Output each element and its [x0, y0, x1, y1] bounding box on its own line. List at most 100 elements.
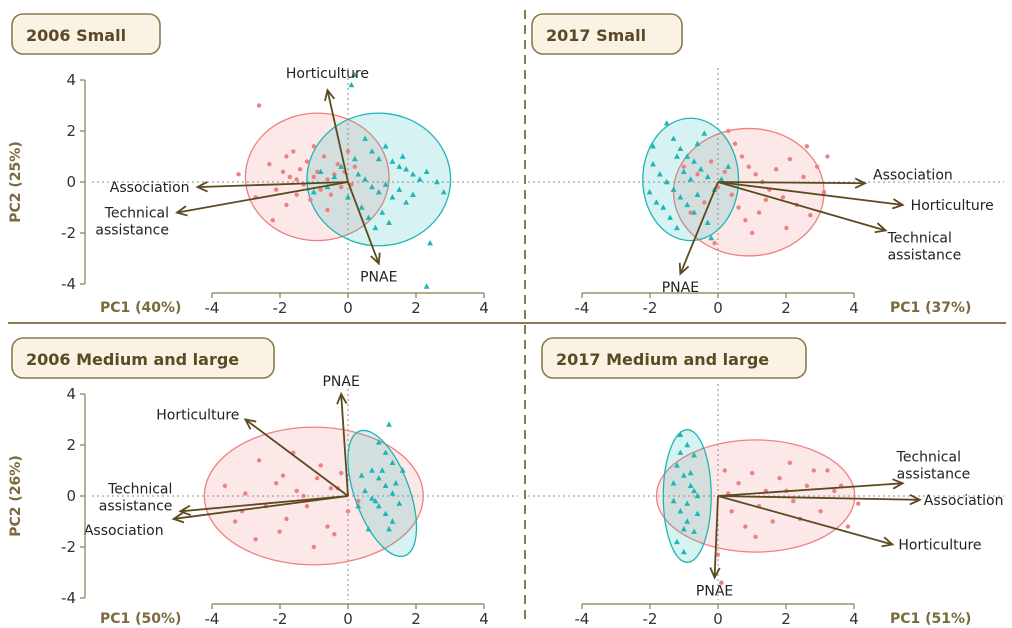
data-point	[369, 495, 375, 501]
data-point	[427, 240, 433, 246]
panel-title: 2006 Small	[26, 26, 126, 45]
x-tick-label: -4	[575, 299, 590, 317]
x-axis-label: PC1 (37%)	[890, 300, 971, 316]
x-axis: -4 -2 0 2 4	[575, 603, 859, 628]
x-tick-label: 2	[411, 610, 421, 628]
data-point	[687, 469, 694, 476]
y-tick-label: -2	[61, 224, 76, 242]
data-point	[301, 493, 306, 499]
data-point	[695, 172, 700, 177]
data-point	[691, 452, 697, 458]
x-tick-label: 0	[713, 299, 723, 317]
vector-label: PNAE	[662, 280, 699, 296]
data-point	[256, 103, 262, 108]
data-point	[814, 164, 820, 169]
data-point	[399, 467, 406, 473]
data-point	[832, 488, 837, 494]
data-point	[362, 135, 368, 141]
data-point	[718, 176, 725, 182]
data-point	[677, 145, 684, 152]
data-point	[825, 154, 830, 159]
data-point	[684, 201, 691, 208]
data-point	[318, 463, 323, 468]
y-tick-label: 2	[66, 436, 76, 454]
data-point	[410, 171, 416, 177]
panel-title-box: 2006 Medium and large	[11, 337, 275, 379]
data-point	[674, 224, 680, 231]
data-point	[743, 524, 748, 529]
data-point	[273, 187, 279, 192]
data-point	[396, 186, 403, 192]
data-point	[355, 503, 362, 509]
data-point	[856, 501, 861, 506]
data-point	[416, 176, 423, 182]
data-point	[722, 169, 728, 174]
data-point	[304, 504, 310, 509]
loading-vector	[180, 495, 349, 513]
y-tick-label: 4	[66, 385, 76, 403]
data-point	[687, 482, 694, 488]
data-point	[351, 155, 358, 162]
data-point	[732, 141, 738, 146]
data-point	[660, 204, 667, 210]
data-point	[382, 143, 389, 149]
vector-label: Association	[924, 493, 1004, 509]
data-point	[410, 191, 416, 197]
loading-vector	[326, 90, 349, 183]
data-point	[704, 173, 711, 180]
data-point	[750, 470, 755, 476]
data-point	[328, 486, 334, 491]
data-point	[356, 498, 361, 504]
data-point	[691, 209, 697, 215]
x-axis: -4 -2 0 2 4	[575, 292, 859, 317]
loading-vector	[176, 181, 349, 214]
data-point	[267, 161, 272, 167]
x-tick-label: 0	[713, 610, 723, 628]
data-point	[694, 510, 701, 517]
data-point	[722, 468, 728, 473]
data-point	[674, 153, 680, 159]
data-point	[691, 487, 697, 494]
loading-vector	[244, 418, 349, 497]
x-axis: -4 -2 0 2 4	[205, 603, 489, 628]
loading-vector	[679, 181, 719, 275]
data-point	[403, 166, 410, 172]
data-point	[729, 192, 734, 197]
data-point	[702, 200, 707, 205]
x-axis: -4 -2 0 2 4	[205, 292, 489, 317]
data-point	[423, 283, 430, 289]
data-point	[729, 509, 734, 514]
x-axis-label: PC1 (51%)	[890, 611, 971, 627]
data-point	[389, 518, 396, 524]
data-point	[328, 192, 334, 197]
data-point	[719, 580, 724, 585]
data-point	[403, 199, 410, 205]
data-point	[375, 503, 382, 509]
data-point	[379, 209, 386, 215]
data-point	[670, 480, 677, 486]
data-point	[362, 176, 368, 182]
data-point	[680, 168, 687, 174]
data-point	[232, 519, 238, 524]
data-point	[663, 120, 670, 126]
data-point	[386, 219, 392, 225]
vector-label: Technical assistance	[95, 206, 169, 239]
data-point	[680, 472, 687, 478]
x-axis-label: PC1 (50%)	[100, 611, 181, 627]
data-point	[277, 529, 282, 534]
data-point	[712, 241, 717, 246]
data-point	[362, 487, 368, 494]
data-point	[670, 135, 677, 141]
data-point	[317, 168, 324, 174]
data-point	[222, 483, 228, 488]
loading-vector	[717, 495, 920, 501]
y-axis-label: PC2 (26%)	[8, 455, 24, 536]
x-tick-label: 4	[479, 299, 489, 317]
x-tick-label: -4	[205, 299, 220, 317]
data-point	[808, 212, 813, 218]
data-point	[369, 183, 375, 190]
vector-label: Horticulture	[286, 66, 369, 82]
data-point	[335, 161, 340, 167]
data-point	[311, 544, 316, 550]
